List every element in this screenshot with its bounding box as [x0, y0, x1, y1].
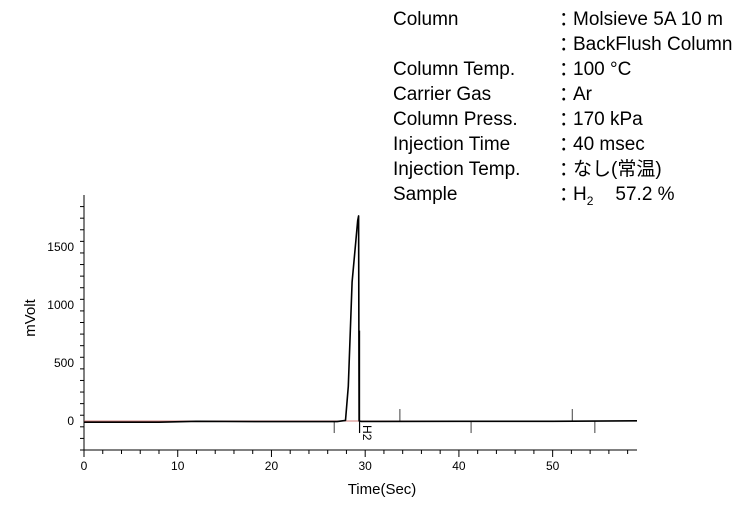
condition-row: Sample ： H2 57.2 %	[393, 182, 745, 214]
condition-label: Sample	[393, 184, 458, 205]
condition-row: Column Press. ： 170 kPa	[393, 107, 745, 132]
condition-label: Column	[393, 9, 459, 30]
event-marks	[84, 330, 637, 434]
condition-row: Injection Time ： 40 msec	[393, 132, 745, 157]
sample-concentration: 57.2 %	[615, 184, 675, 205]
y-tick-label: 500	[54, 356, 74, 370]
axes: 0 500 1000 1500 0 10 20 30 40 50	[47, 195, 637, 473]
condition-label: Column Press.	[393, 109, 518, 130]
condition-colon: ：	[559, 84, 579, 105]
condition-value: H2 57.2 %	[573, 182, 745, 214]
trace-layer: H2	[84, 215, 638, 441]
condition-row: ： BackFlush Column	[393, 32, 745, 57]
condition-row: Column ： Molsieve 5A 10 m	[393, 7, 745, 32]
condition-value: Ar	[573, 84, 592, 105]
condition-value: Molsieve 5A 10 m	[573, 9, 723, 30]
condition-value: BackFlush Column	[573, 34, 733, 55]
sample-formula-subscript: 2	[586, 193, 594, 208]
condition-colon: ：	[559, 59, 579, 80]
condition-label: Column Temp.	[393, 59, 516, 80]
condition-colon: ：	[559, 9, 579, 30]
condition-label: Injection Temp.	[393, 159, 521, 180]
peak-label-h2: H2	[360, 425, 374, 441]
condition-label: Carrier Gas	[393, 84, 492, 105]
condition-row: Injection Temp. ：なし(常温)	[393, 157, 745, 182]
condition-value: 100 °C	[573, 59, 632, 80]
x-tick-label: 10	[171, 459, 185, 473]
condition-label	[393, 32, 559, 57]
x-tick-label: 20	[265, 459, 279, 473]
condition-value: なし(常温)	[573, 159, 662, 180]
condition-colon: ：	[559, 159, 579, 180]
y-tick-label: 1000	[47, 298, 74, 312]
y-tick-label: 0	[67, 414, 74, 428]
x-tick-label: 40	[452, 459, 466, 473]
condition-colon: ：	[559, 34, 579, 55]
condition-label: Injection Time	[393, 134, 511, 155]
analysis-conditions: Column： Molsieve 5A 10 m： BackFlush Column…	[393, 7, 745, 214]
condition-row: Column Temp. ： 100 °C	[393, 57, 745, 82]
y-axis-label: mVolt	[22, 298, 39, 336]
condition-colon: ：	[559, 109, 579, 130]
x-tick-label: 30	[359, 459, 373, 473]
sample-formula: H	[573, 184, 587, 205]
condition-colon: ：	[559, 184, 579, 205]
x-tick-label: 50	[546, 459, 560, 473]
x-axis-label: Time(Sec)	[348, 481, 417, 498]
condition-colon: ：	[559, 134, 579, 155]
condition-value: 170 kPa	[573, 109, 643, 130]
y-tick-label: 1500	[47, 240, 74, 254]
condition-row: Carrier Gas ： Ar	[393, 82, 745, 107]
x-tick-label: 0	[81, 459, 88, 473]
chromatogram-trace	[84, 215, 638, 424]
condition-value: 40 msec	[573, 134, 645, 155]
